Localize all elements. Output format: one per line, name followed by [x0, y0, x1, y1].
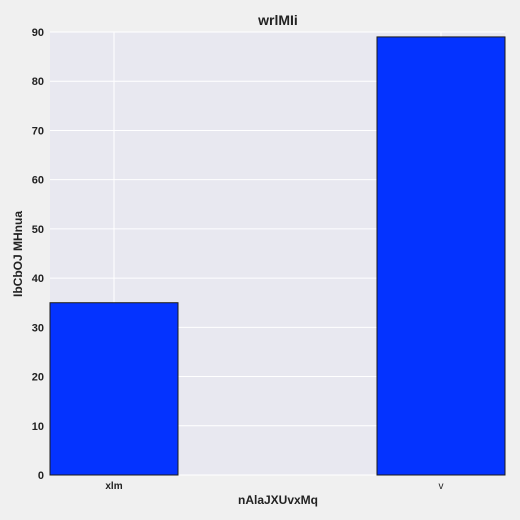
- y-tick-label: 30: [32, 322, 44, 334]
- bar-v: [377, 37, 505, 475]
- x-tick-label: xlm: [105, 481, 122, 492]
- y-tick-label: 10: [32, 421, 44, 433]
- y-tick-label: 20: [32, 372, 44, 384]
- y-tick-label: 40: [32, 273, 44, 285]
- y-tick-label: 80: [32, 76, 44, 88]
- chart-title: wrlMIi: [257, 12, 298, 28]
- y-tick-label: 0: [38, 470, 44, 482]
- y-tick-label: 50: [32, 224, 44, 236]
- y-axis-title: IbCbOJ MHnua: [11, 211, 25, 297]
- y-tick-label: 60: [32, 175, 44, 187]
- bar-xlm: [50, 303, 178, 475]
- y-tick-label: 90: [32, 27, 44, 39]
- x-axis-title: nAlaJXUvxMq: [238, 493, 318, 507]
- y-tick-label: 70: [32, 125, 44, 137]
- x-tick-label: v: [439, 481, 444, 492]
